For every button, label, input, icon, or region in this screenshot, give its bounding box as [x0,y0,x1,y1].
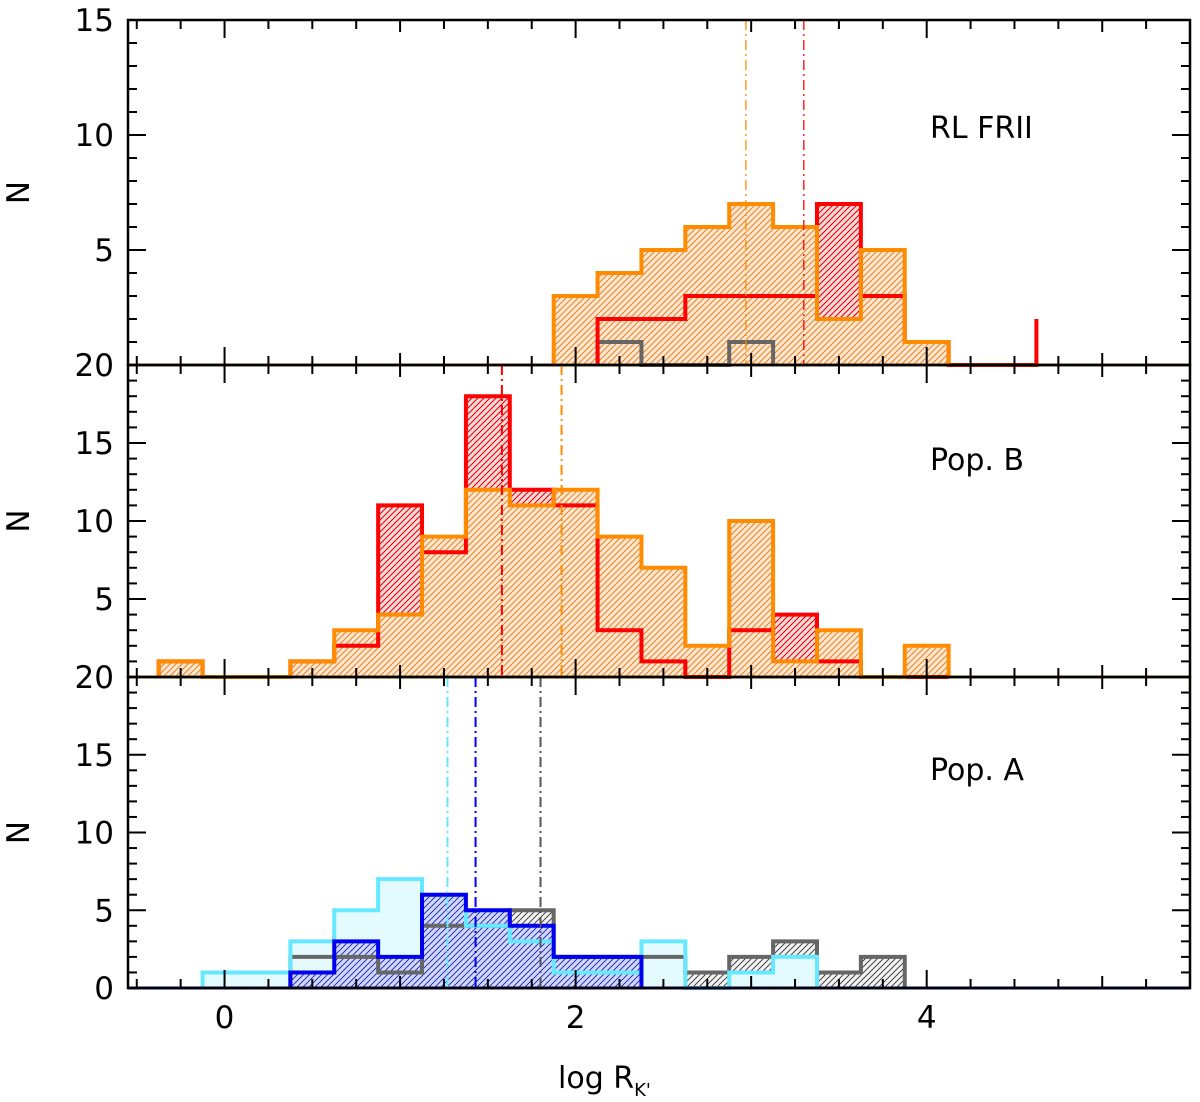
hist-bar-blue [465,910,510,988]
panel-popB: 5 10 15 20 N [1,348,1192,679]
hist-bar-orange [641,567,686,677]
panel-label-frii: RL FRII [930,111,1033,146]
y-tick-label: 20 [75,660,114,696]
y-tick-label: 5 [94,582,114,618]
y-tick-label: 10 [75,118,114,154]
y-tick-label: 15 [75,3,114,39]
panel-popA: 0 5 10 15 20 N [1,660,1192,1007]
panel-frii: 5 10 15 N [1,3,1192,367]
hist-bar-orange [422,536,466,677]
panel-label-popA: Pop. A [930,753,1024,788]
hist-bar-orange [860,250,905,365]
hist-outline-blue [288,892,644,988]
y-tick-label: 10 [75,504,114,540]
y-axis-label: N [1,181,37,204]
x-axis-label-main: log R [558,1061,634,1096]
y-axis-label: N [1,509,37,532]
y-tick-label: 20 [75,348,114,384]
hist-bar-orange [509,505,554,677]
y-tick-label: 15 [75,426,114,462]
y-axis-label: N [1,821,37,844]
x-tick-label: 4 [917,1000,937,1036]
hist-bar-orange [553,489,598,677]
y-tick-label: 15 [75,738,114,774]
series-popB-orange [158,489,949,677]
x-tick-label: 0 [215,1000,235,1036]
y-tick-label: 5 [94,233,114,269]
x-axis-label-subscript: K' [634,1080,651,1101]
hist-bar-orange [465,489,510,677]
hist-bar-blue [422,894,466,988]
y-tick-label: 5 [94,893,114,929]
hist-bar-blue [509,925,554,988]
hist-outline-orange [156,487,951,679]
y-tick-label: 10 [75,816,114,852]
hist-bar-orange [729,204,774,365]
x-tick-label: 2 [566,1000,586,1036]
plot-layer: 5 10 15 N 5 10 15 20 N 0 5 10 15 20 N 0 2 4 [1,3,1192,1036]
y-tick-label: 0 [94,971,114,1007]
hist-bar-orange [729,521,774,677]
hist-bar-orange [641,250,686,365]
hist-outline-orange [551,202,951,365]
hist-bar-orange [597,536,642,677]
x-axis-label: log RK' [558,1061,651,1101]
panel-label-popB: Pop. B [930,443,1024,478]
hist-outline-cyan [200,877,819,990]
